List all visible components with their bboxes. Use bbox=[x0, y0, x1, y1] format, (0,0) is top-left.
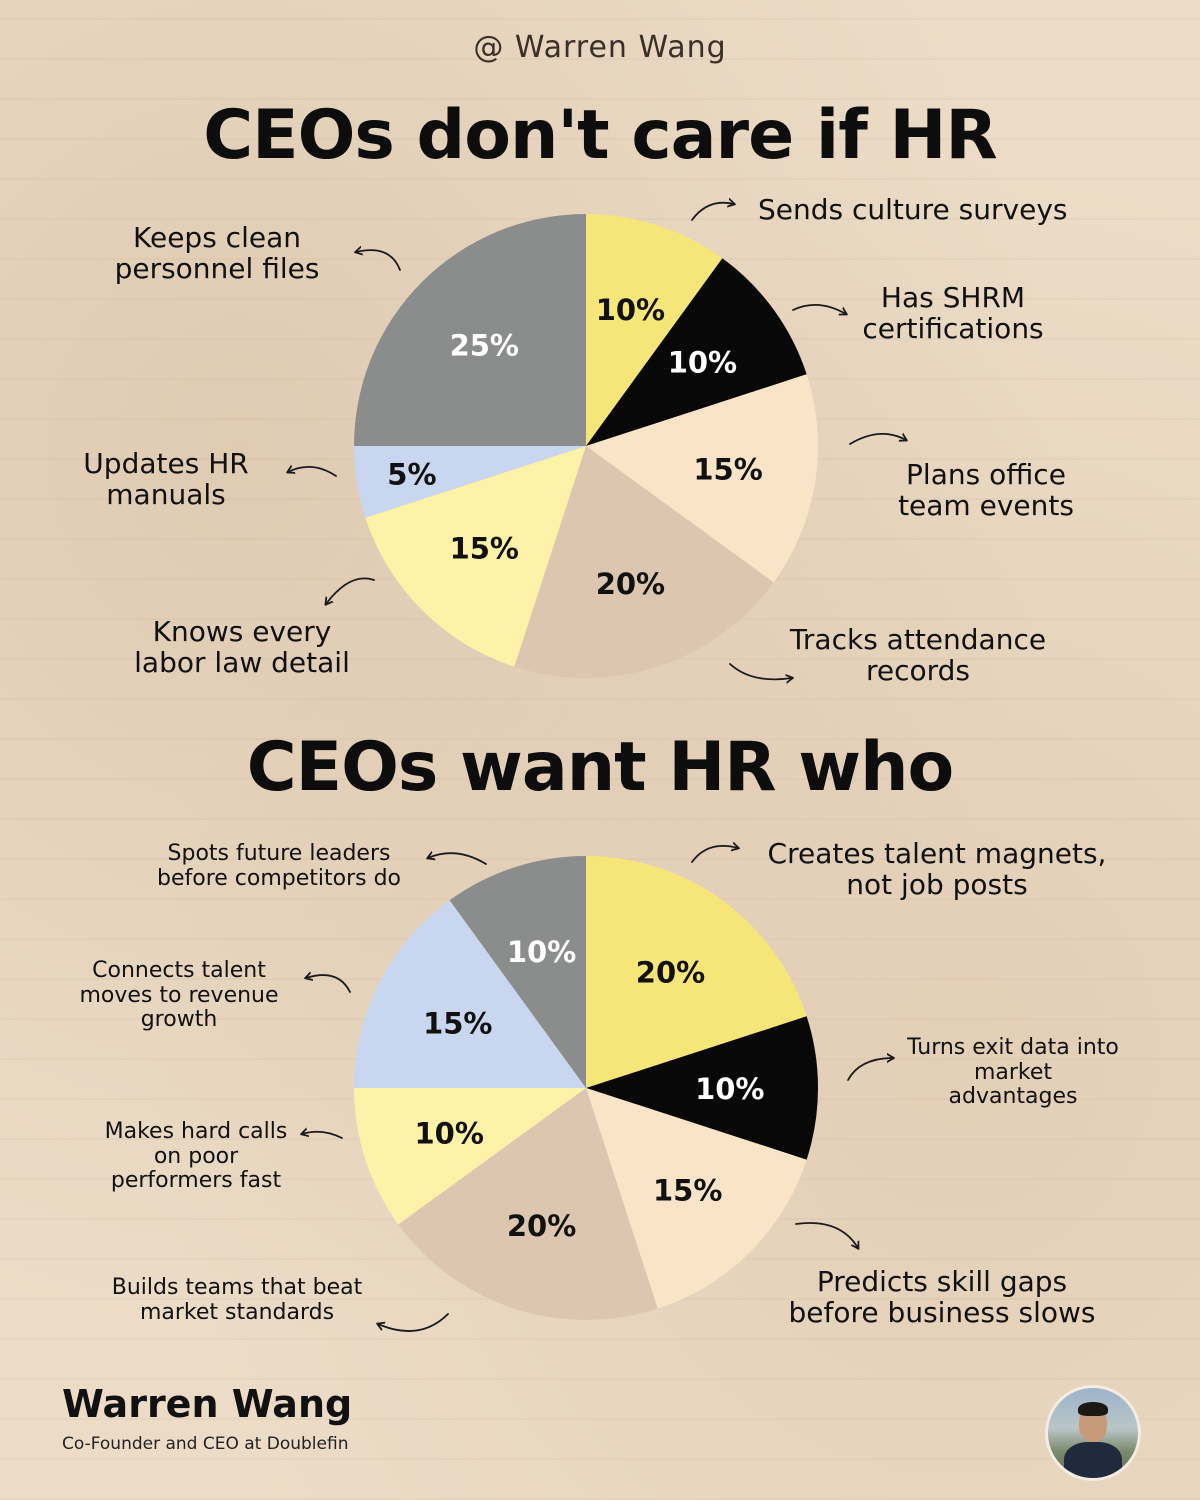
pie-slice bbox=[354, 446, 586, 518]
callout-line: before competitors do bbox=[156, 865, 402, 891]
callout-line: growth bbox=[140, 1007, 218, 1033]
arrow-creates bbox=[691, 846, 738, 863]
slice-percent-label: 15% bbox=[693, 453, 762, 487]
callout-creates-talent-magnets: Creates talent magnets, not job posts bbox=[752, 838, 1122, 901]
callout-has-shrm: Has SHRM certifications bbox=[855, 282, 1051, 345]
callout-tracks-attendance: Tracks attendance records bbox=[770, 624, 1066, 687]
callout-line: Predicts skill gaps bbox=[816, 1265, 1068, 1298]
pie-slice bbox=[398, 1088, 658, 1320]
arrow-plans bbox=[849, 434, 906, 445]
callout-line: records bbox=[865, 654, 971, 688]
callout-line: Spots future leaders bbox=[167, 841, 391, 866]
callout-sends-culture-surveys: Sends culture surveys bbox=[758, 193, 1068, 226]
arrow-tracks bbox=[729, 663, 792, 679]
avatar bbox=[1045, 1385, 1141, 1481]
arrow-turns bbox=[847, 1058, 893, 1081]
callout-connects-talent: Connects talent moves to revenue growth bbox=[68, 958, 290, 1033]
pie-slice bbox=[586, 856, 807, 1088]
slice-percent-label: 10% bbox=[668, 346, 737, 380]
callout-line: Tracks attendance bbox=[789, 623, 1047, 656]
callout-updates-hr-manuals: Updates HR manuals bbox=[74, 448, 258, 511]
author-name: Warren Wang bbox=[62, 1382, 353, 1426]
callout-line: moves to revenue bbox=[79, 982, 279, 1008]
slice-percent-label: 10% bbox=[507, 935, 576, 969]
pie-slice bbox=[586, 1016, 819, 1160]
callout-plans-office-events: Plans office team events bbox=[888, 459, 1084, 522]
arrow-makes bbox=[302, 1132, 343, 1139]
callout-line: Sends culture surveys bbox=[758, 193, 1068, 226]
callout-line: Has SHRM bbox=[880, 281, 1026, 314]
callout-line: Updates HR bbox=[83, 447, 249, 480]
arrow-sends bbox=[691, 203, 734, 221]
callout-knows-labor-law: Knows every labor law detail bbox=[122, 616, 362, 679]
pie-slice bbox=[354, 1088, 586, 1225]
callout-line: not job posts bbox=[846, 868, 1028, 902]
arrow-connects bbox=[306, 975, 351, 993]
pie-slice bbox=[586, 1088, 807, 1309]
pie-slice bbox=[449, 856, 586, 1088]
slice-percent-label: 10% bbox=[414, 1116, 483, 1150]
arrow-keeps bbox=[356, 250, 401, 271]
arrow-builds bbox=[378, 1313, 449, 1332]
slice-percent-label: 20% bbox=[596, 567, 665, 601]
pie-slice bbox=[586, 258, 807, 446]
callout-line: Keeps clean bbox=[133, 221, 301, 254]
callout-line: on poor bbox=[153, 1143, 239, 1169]
callout-line: personnel files bbox=[114, 252, 320, 286]
slice-percent-label: 15% bbox=[423, 1007, 492, 1041]
slice-percent-label: 20% bbox=[636, 956, 705, 990]
chart-title-bottom: CEOs want HR who bbox=[246, 728, 955, 807]
callout-line: Builds teams that beat bbox=[111, 1275, 363, 1300]
callout-line: Connects talent bbox=[92, 958, 266, 983]
callout-line: Creates talent magnets, bbox=[767, 837, 1107, 870]
callout-line: manuals bbox=[106, 478, 226, 512]
callout-line: before business slows bbox=[788, 1296, 1096, 1330]
callout-predicts-skill-gaps: Predicts skill gaps before business slow… bbox=[775, 1266, 1109, 1329]
pie-slice bbox=[365, 446, 586, 667]
callout-makes-hard-calls: Makes hard calls on poor performers fast bbox=[86, 1119, 306, 1194]
callout-line: Makes hard calls bbox=[104, 1119, 288, 1144]
slice-percent-label: 5% bbox=[387, 458, 436, 492]
arrow-knows bbox=[326, 577, 375, 604]
slice-percent-label: 15% bbox=[653, 1174, 722, 1208]
author-handle: @ Warren Wang bbox=[473, 30, 727, 65]
slice-percent-label: 20% bbox=[507, 1209, 576, 1243]
arrow-updates bbox=[288, 467, 337, 477]
slice-percent-label: 25% bbox=[450, 328, 519, 362]
pie-chart-top: 10%10% 15% 20% 15% 5% 25% bbox=[354, 214, 818, 679]
callout-line: Turns exit data into bbox=[907, 1035, 1119, 1060]
avatar-hair-shape bbox=[1078, 1402, 1108, 1416]
avatar-body-shape bbox=[1064, 1442, 1122, 1478]
pie-chart-bottom: 20% 10% 15% 20% 10% 15% 10% bbox=[354, 856, 819, 1320]
callout-arrows bbox=[288, 203, 906, 1332]
callout-turns-exit-data: Turns exit data into market advantages bbox=[895, 1035, 1131, 1110]
chart-title-top: CEOs don't care if HR bbox=[203, 96, 997, 175]
pie-slice bbox=[586, 214, 723, 446]
slice-percent-label: 15% bbox=[450, 532, 519, 566]
slice-percent-label: 10% bbox=[596, 293, 665, 327]
author-role: Co-Founder and CEO at Doublefin bbox=[62, 1434, 349, 1454]
pie-slice bbox=[354, 900, 586, 1088]
arrow-shrm bbox=[792, 304, 846, 314]
callout-builds-teams: Builds teams that beat market standards bbox=[84, 1275, 390, 1325]
pie-slice bbox=[354, 214, 586, 446]
callout-line: Knows every bbox=[152, 615, 332, 648]
callout-line: performers fast bbox=[110, 1168, 282, 1194]
callout-line: market standards bbox=[139, 1299, 335, 1325]
callout-line: Plans office bbox=[906, 458, 1066, 491]
callout-spots-future-leaders: Spots future leaders before competitors … bbox=[140, 841, 418, 891]
callout-line: market bbox=[973, 1059, 1053, 1085]
pie-slice bbox=[586, 374, 818, 583]
arrow-spots bbox=[428, 853, 487, 865]
slice-percent-label: 10% bbox=[695, 1072, 764, 1106]
callout-line: labor law detail bbox=[134, 646, 350, 680]
callout-line: advantages bbox=[948, 1084, 1078, 1110]
callout-line: certifications bbox=[862, 312, 1044, 346]
arrow-predicts bbox=[795, 1222, 858, 1248]
callout-line: team events bbox=[898, 489, 1074, 523]
pie-slice bbox=[514, 446, 774, 679]
callout-keeps-personnel-files: Keeps clean personnel files bbox=[104, 222, 330, 285]
